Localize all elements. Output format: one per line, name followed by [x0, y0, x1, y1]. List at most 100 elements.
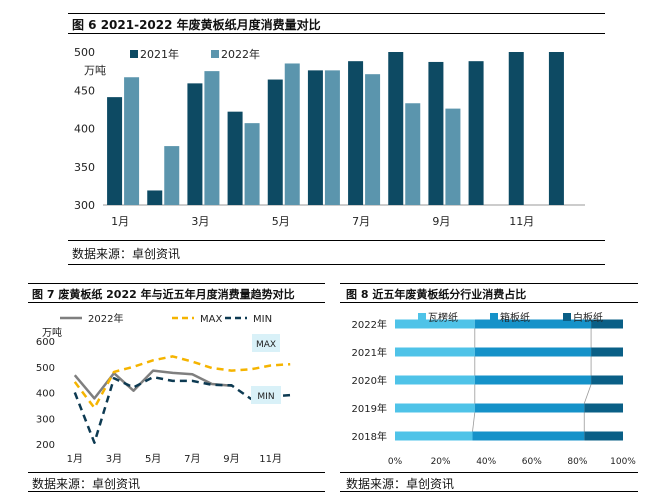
fig7-x-tick-label: 1月: [67, 453, 83, 465]
fig7-y-tick-label: 600: [36, 337, 55, 348]
fig8-x-tick-label: 40%: [476, 457, 496, 467]
fig6-source: 数据来源：卓创资讯: [72, 247, 181, 261]
fig6-x-tick-label: 9月: [432, 215, 450, 228]
fig8-bar-segment-瓦楞纸: [395, 375, 475, 385]
fig8-category-label: 2020年: [352, 374, 387, 387]
fig8-bar-segment-箱板纸: [474, 403, 585, 413]
fig7-y-tick-label: 200: [36, 440, 55, 451]
fig6-title: 图 6 2021-2022 年废黄板纸月度消费量对比: [72, 18, 321, 32]
fig7-y-tick-label: 500: [36, 363, 55, 374]
fig7-series-line-MAX: [73, 355, 291, 410]
fig6-bar-2021: [267, 79, 283, 205]
fig7-title: 图 7 废黄板纸 2022 年与近五年月度消费量趋势对比: [32, 288, 295, 301]
fig8-series-connector: [472, 412, 476, 432]
fig6-bar-2021: [388, 52, 404, 205]
fig8-category-label: 2021年: [352, 346, 387, 359]
fig7-x-tick-label: 11月: [259, 453, 282, 465]
fig8-legend-swatch: [563, 313, 571, 321]
fig7-legend-label: MIN: [253, 314, 272, 325]
fig6-y-tick-label: 500: [74, 46, 95, 59]
fig8-bar-segment-白板纸: [591, 375, 623, 385]
fig6-legend-swatch: [130, 50, 138, 58]
fig7-source-rule: [28, 472, 325, 473]
fig7-source: 数据来源：卓创资讯: [32, 477, 141, 491]
fig8-title: 图 8 近五年废黄板纸分行业消费占比: [346, 288, 527, 301]
fig8-bar-segment-白板纸: [591, 319, 623, 329]
fig8-bar-segment-瓦楞纸: [395, 403, 475, 413]
fig8-bar-segment-箱板纸: [474, 375, 592, 385]
fig7-y-tick-label: 400: [36, 389, 55, 400]
fig8-x-tick-label: 100%: [610, 457, 636, 467]
fig8-bar-segment-瓦楞纸: [395, 319, 475, 329]
fig6-bar-2022: [164, 146, 180, 205]
fig6-legend-swatch: [211, 50, 219, 58]
fig8-legend-swatch: [490, 313, 498, 321]
fig6-bar-2021: [147, 190, 163, 205]
fig8-bar-segment-瓦楞纸: [395, 347, 475, 357]
fig8-series-connector: [583, 384, 592, 404]
fig6-y-tick-label: 300: [74, 199, 95, 212]
fig8-legend-label: 瓦楞纸: [428, 311, 458, 324]
fig6-unit-label: 万吨: [84, 64, 106, 77]
fig8-bar-segment-箱板纸: [472, 431, 585, 441]
fig6-x-tick-label: 11月: [509, 215, 534, 228]
fig7-min-annotation: MIN: [257, 392, 274, 402]
fig6-bar-2022: [284, 63, 300, 205]
fig6-x-tick-label: 7月: [352, 215, 370, 228]
fig6-bar-2022: [405, 103, 421, 205]
fig6-y-tick-label: 450: [74, 84, 95, 97]
fig8-category-label: 2022年: [352, 318, 387, 331]
fig7-min-annotation-box: [251, 386, 281, 404]
fig6-title-rule: [68, 33, 605, 34]
fig6-legend-label: 2021年: [140, 47, 179, 61]
fig7-y-tick-label: 300: [36, 414, 55, 425]
fig6-x-tick-label: 5月: [272, 215, 290, 228]
fig6-bar-2021: [548, 52, 564, 205]
fig8-x-tick-label: 60%: [522, 457, 542, 467]
fig7-x-tick-label: 7月: [184, 453, 200, 465]
fig6-top-rule: [68, 13, 605, 14]
fig8-bar-segment-白板纸: [584, 403, 623, 413]
fig7-unit-label: 万吨: [42, 326, 62, 339]
fig7-bottom-rule: [28, 491, 325, 492]
fig8-bar-segment-瓦楞纸: [395, 431, 473, 441]
fig8-x-tick-label: 20%: [431, 457, 451, 467]
fig8-legend-label: 白板纸: [573, 311, 603, 324]
fig7-max-annotation-box: [252, 334, 280, 352]
fig6-bar-2022: [324, 70, 340, 205]
fig8-category-label: 2019年: [352, 402, 387, 415]
fig6-bar-2021: [107, 97, 123, 205]
fig6-y-tick-label: 400: [74, 123, 95, 136]
fig7-title-rule: [28, 302, 325, 303]
fig6-bar-2021: [348, 61, 364, 206]
fig8-legend-swatch: [418, 313, 426, 321]
fig6-y-tick-label: 350: [74, 161, 95, 174]
fig8-source: 数据来源：卓创资讯: [346, 477, 455, 491]
fig6-bar-2022: [124, 77, 140, 205]
fig8-category-label: 2018年: [352, 430, 387, 443]
fig8-top-rule: [340, 283, 638, 284]
fig8-bottom-rule: [340, 491, 638, 492]
fig8-source-rule: [340, 472, 638, 473]
fig7-series-line-MIN: [73, 375, 291, 444]
fig6-bar-2021: [187, 83, 203, 205]
fig8-bar-segment-箱板纸: [474, 347, 592, 357]
fig6-bar-2021: [428, 61, 444, 205]
fig6-bar-2021: [468, 61, 484, 206]
fig6-legend-label: 2022年: [221, 47, 260, 61]
fig6-bottom-rule: [68, 264, 605, 265]
fig8-legend-label: 箱板纸: [500, 311, 530, 324]
fig7-series-line-2022年: [73, 369, 232, 400]
fig8-bar-segment-白板纸: [591, 347, 623, 357]
fig6-bar-2022: [365, 74, 381, 205]
fig7-x-tick-label: 3月: [106, 453, 122, 465]
fig7-legend-label: MAX: [200, 314, 222, 325]
fig7-x-tick-label: 5月: [145, 453, 161, 465]
fig7-legend-label: 2022年: [88, 312, 123, 325]
fig8-x-tick-label: 80%: [567, 457, 587, 467]
fig8-bar-segment-箱板纸: [474, 319, 592, 329]
fig6-bar-2022: [445, 108, 461, 205]
fig6-x-tick-label: 1月: [111, 215, 129, 228]
